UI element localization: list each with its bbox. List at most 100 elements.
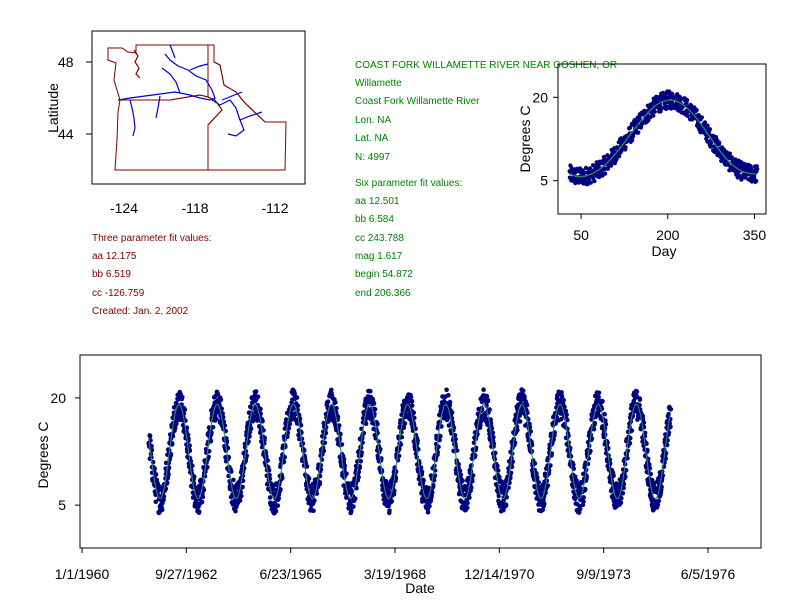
ts-point — [637, 397, 643, 403]
ts-point — [444, 387, 449, 393]
ts-point — [457, 468, 463, 474]
day-point — [702, 120, 708, 125]
ts-point — [214, 417, 219, 422]
deschutes-river — [155, 95, 161, 119]
idaho-outline — [207, 44, 287, 171]
ts-point — [465, 500, 470, 506]
map-borders — [107, 44, 287, 171]
ts-point — [168, 451, 174, 457]
day-point — [603, 171, 608, 176]
ts-point — [581, 495, 586, 500]
ts-point — [668, 407, 674, 412]
ts-x-tick-label: 12/14/1970 — [464, 566, 534, 582]
ts-point — [495, 463, 500, 469]
day-chart-y-ticks: 5 20 — [532, 89, 558, 189]
ts-point — [402, 421, 408, 426]
six-param-begin: begin 54.872 — [355, 269, 413, 280]
station-basin: Willamette — [355, 78, 402, 89]
day-point — [614, 157, 619, 162]
ts-point — [312, 498, 317, 504]
ts-point — [487, 407, 492, 412]
station-title: COAST FORK WILLAMETTE RIVER NEAR GOSHEN,… — [355, 60, 617, 71]
ts-point — [408, 394, 414, 400]
ts-point — [387, 508, 392, 513]
ts-point — [568, 454, 574, 459]
ts-x-tick-label: 9/27/1962 — [155, 566, 217, 582]
ts-point — [317, 480, 323, 485]
ts-point — [200, 494, 206, 500]
three-param-aa: aa 12.175 — [92, 251, 137, 262]
day-point — [631, 131, 636, 136]
ts-point — [253, 389, 259, 394]
ts-point — [484, 403, 489, 409]
ts-point — [180, 395, 185, 400]
ts-chart-xlabel: Date — [405, 580, 435, 596]
day-point — [658, 103, 663, 108]
ts-point — [363, 421, 369, 427]
ts-point — [469, 485, 474, 491]
ts-point — [425, 509, 431, 515]
day-of-year-chart: 50 200 350 5 20 Day Degrees C — [517, 63, 767, 259]
ts-point — [446, 392, 451, 398]
ts-x-tick-label: 1/1/1960 — [55, 566, 110, 582]
day-chart-ylabel: Degrees C — [517, 106, 533, 173]
created-date: Created: Jan. 2, 2002 — [92, 306, 189, 317]
day-chart-xlabel: Day — [652, 243, 677, 259]
ts-point — [294, 395, 300, 400]
ts-point — [159, 507, 165, 512]
lon-tick-label-112: -112 — [262, 200, 289, 216]
day-point — [705, 123, 710, 128]
ts-point — [481, 387, 486, 393]
puget-sound-detail — [133, 49, 141, 79]
columbia-river — [117, 53, 216, 101]
ts-point — [272, 500, 278, 506]
salmon-river — [239, 111, 263, 121]
ts-point — [164, 480, 170, 486]
ts-point — [325, 399, 331, 405]
ts-point — [429, 493, 434, 499]
six-param-end: end 206.366 — [355, 288, 411, 299]
yakima-river — [161, 67, 181, 94]
ts-point — [278, 487, 283, 492]
ts-point — [559, 390, 564, 395]
ts-point — [375, 421, 380, 427]
ts-point — [389, 498, 395, 504]
three-param-cc: cc -126.759 — [92, 288, 145, 299]
ts-point — [208, 438, 214, 444]
day-point — [652, 109, 657, 114]
ts-x-tick-label: 6/5/1976 — [681, 566, 736, 582]
day-point — [689, 103, 694, 108]
day-point — [707, 127, 713, 132]
day-y-tick-label: 20 — [532, 89, 548, 105]
map-rivers — [117, 44, 263, 137]
ts-point — [515, 427, 520, 433]
three-param-info: Three parameter fit values: aa 12.175 bb… — [92, 233, 212, 317]
ts-point — [218, 397, 224, 403]
day-point — [685, 97, 690, 103]
day-point — [694, 108, 699, 113]
day-point — [609, 163, 614, 168]
ts-y-tick-label: 5 — [58, 497, 66, 513]
three-param-bb: bb 6.519 — [92, 269, 131, 280]
ts-point — [384, 498, 390, 504]
lat-tick-label-48: 48 — [58, 54, 74, 70]
ts-point — [199, 499, 205, 505]
ts-point — [304, 464, 310, 469]
ts-point — [152, 466, 157, 471]
ts-point — [311, 508, 316, 514]
ts-point — [465, 505, 470, 510]
ts-point — [276, 496, 282, 501]
day-point — [592, 179, 597, 184]
three-param-header: Three parameter fit values: — [92, 233, 212, 244]
ts-point — [409, 398, 415, 404]
ts-point — [182, 407, 188, 412]
ts-point — [341, 456, 347, 462]
ts-point — [421, 478, 426, 483]
day-point — [699, 115, 705, 120]
day-x-tick-label: 200 — [656, 227, 680, 243]
ts-point — [470, 478, 475, 484]
day-point — [729, 155, 735, 160]
day-point — [675, 92, 680, 97]
ts-point — [260, 418, 265, 424]
ts-point — [201, 487, 207, 493]
